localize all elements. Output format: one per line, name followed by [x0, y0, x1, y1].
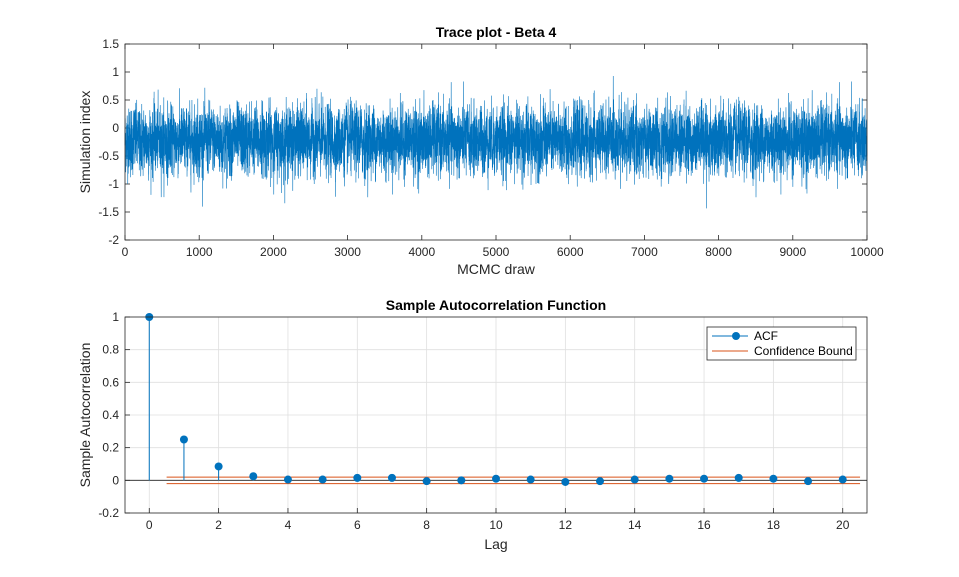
acf-x-tick-label: 20	[836, 518, 850, 532]
acf-stem-marker	[492, 474, 500, 483]
acf-stem-marker	[526, 475, 535, 484]
trace-x-tick-label: 4000	[408, 245, 435, 259]
acf-stem-marker	[596, 477, 605, 486]
legend-acf-label: ACF	[754, 329, 778, 343]
acf-y-tick-label: 0.2	[102, 441, 119, 455]
acf-stem-group	[145, 313, 847, 486]
trace-x-tick-label: 5000	[483, 245, 510, 259]
acf-y-tick-label: 0.8	[102, 343, 119, 357]
acf-stem-marker	[249, 472, 258, 481]
acf-stem-marker	[318, 475, 327, 484]
trace-x-tick-label: 3000	[334, 245, 361, 259]
trace-plot-title: Trace plot - Beta 4	[436, 24, 557, 40]
trace-x-tick-label: 9000	[779, 245, 806, 259]
acf-y-tick-label: 0.6	[102, 375, 119, 389]
acf-stem-marker	[630, 475, 639, 484]
acf-y-tick-label: 1	[112, 310, 119, 324]
acf-x-tick-label: 0	[146, 518, 153, 532]
acf-stem-marker	[734, 473, 743, 482]
acf-stem-marker	[283, 475, 292, 484]
acf-stem-marker	[179, 435, 188, 444]
trace-tick-group: 0 1000 2000 3000 4000 5000 6000 7000 8000 9000 100…	[98, 37, 884, 259]
acf-y-tick-label: 0	[112, 473, 119, 487]
trace-y-tick-label: -1.5	[98, 205, 119, 219]
trace-y-tick-label: -1	[108, 177, 119, 191]
legend-acf-marker	[732, 332, 740, 340]
trace-y-tick-label: -0.5	[98, 149, 119, 163]
trace-plot-frame	[124, 43, 868, 241]
acf-tick-group: 0 2 4 6 8 10 12 14 16 18 20 -0.2 0 0.2 0.4 0.6 0.8 1	[98, 310, 849, 532]
acf-x-tick-label: 6	[354, 518, 361, 532]
acf-stem-marker	[700, 474, 709, 483]
legend-box	[706, 326, 857, 361]
acf-plot: Sample Autocorrelation Function 0 2 4 6 8 10 1…	[77, 297, 868, 552]
acf-stem-marker	[214, 462, 223, 471]
trace-y-tick-label: 0	[112, 121, 119, 135]
acf-stem-marker	[561, 477, 570, 486]
acf-x-tick-label: 2	[215, 518, 222, 532]
trace-plot: Trace plot - Beta 4 0 1000 2000 3000 4000 500…	[77, 24, 884, 277]
acf-y-tick-label: 0.4	[102, 408, 119, 422]
acf-y-tick-label: -0.2	[98, 506, 119, 520]
trace-x-tick-label: 1000	[186, 245, 213, 259]
acf-plot-title: Sample Autocorrelation Function	[386, 297, 606, 313]
acf-stem-marker	[665, 474, 674, 483]
legend-bound-label: Confidence Bound	[754, 344, 853, 358]
acf-y-axis-label: Sample Autocorrelation	[77, 343, 93, 488]
trace-y-tick-label: 1	[112, 65, 119, 79]
acf-x-tick-label: 16	[697, 518, 711, 532]
trace-y-tick-label: 1.5	[102, 37, 119, 51]
acf-x-tick-label: 4	[285, 518, 292, 532]
acf-x-tick-label: 12	[559, 518, 573, 532]
trace-x-tick-label: 7000	[631, 245, 658, 259]
acf-stem-marker	[838, 475, 847, 484]
trace-x-tick-label: 6000	[557, 245, 584, 259]
acf-legend: ACF Confidence Bound	[706, 326, 857, 361]
acf-stem-marker	[769, 474, 778, 483]
trace-x-axis-label: MCMC draw	[457, 261, 536, 277]
acf-plot-frame	[124, 316, 868, 514]
acf-x-tick-label: 14	[628, 518, 642, 532]
trace-y-tick-label: -2	[108, 233, 119, 247]
trace-y-axis-label: Simulation index	[77, 91, 93, 194]
acf-x-tick-label: 8	[423, 518, 430, 532]
acf-x-tick-label: 10	[489, 518, 503, 532]
acf-stem-marker	[422, 477, 431, 486]
acf-stem-marker	[387, 473, 396, 482]
trace-y-tick-label: 0.5	[102, 93, 119, 107]
trace-x-tick-label: 2000	[260, 245, 287, 259]
trace-x-tick-label: 10000	[850, 245, 884, 259]
acf-stem-marker	[353, 473, 362, 482]
acf-stem-marker	[457, 476, 466, 485]
trace-x-tick-label: 0	[122, 245, 129, 259]
trace-x-tick-label: 8000	[705, 245, 732, 259]
acf-x-tick-label: 18	[767, 518, 781, 532]
acf-stem-marker	[804, 477, 813, 486]
trace-series-line	[124, 75, 868, 209]
acf-x-axis-label: Lag	[484, 536, 507, 552]
